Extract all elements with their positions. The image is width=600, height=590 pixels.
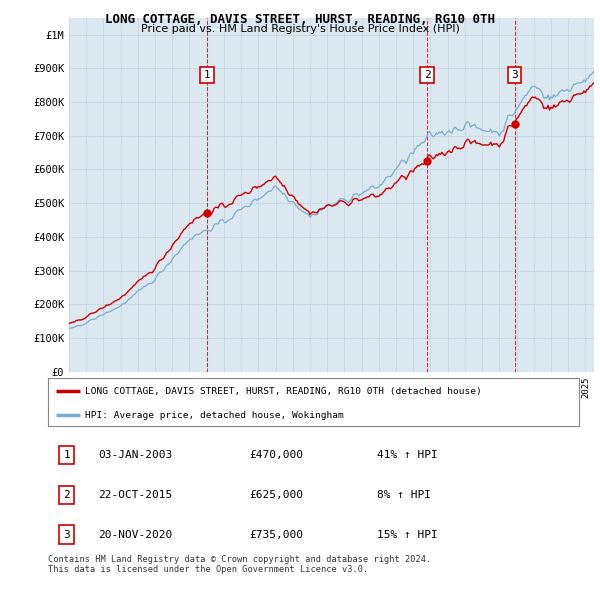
Text: LONG COTTAGE, DAVIS STREET, HURST, READING, RG10 0TH: LONG COTTAGE, DAVIS STREET, HURST, READI…	[105, 13, 495, 26]
Text: 8% ↑ HPI: 8% ↑ HPI	[377, 490, 431, 500]
Text: Contains HM Land Registry data © Crown copyright and database right 2024.
This d: Contains HM Land Registry data © Crown c…	[48, 555, 431, 574]
Text: LONG COTTAGE, DAVIS STREET, HURST, READING, RG10 0TH (detached house): LONG COTTAGE, DAVIS STREET, HURST, READI…	[85, 386, 482, 396]
Text: £625,000: £625,000	[250, 490, 304, 500]
Text: 2: 2	[63, 490, 70, 500]
Text: 22-OCT-2015: 22-OCT-2015	[98, 490, 173, 500]
Text: 1: 1	[203, 70, 210, 80]
Text: 3: 3	[63, 530, 70, 540]
Text: 41% ↑ HPI: 41% ↑ HPI	[377, 450, 438, 460]
Text: 15% ↑ HPI: 15% ↑ HPI	[377, 530, 438, 540]
Text: 03-JAN-2003: 03-JAN-2003	[98, 450, 173, 460]
Text: HPI: Average price, detached house, Wokingham: HPI: Average price, detached house, Woki…	[85, 411, 344, 420]
Text: 20-NOV-2020: 20-NOV-2020	[98, 530, 173, 540]
Text: 1: 1	[63, 450, 70, 460]
Text: 2: 2	[424, 70, 431, 80]
Text: 3: 3	[511, 70, 518, 80]
Text: £470,000: £470,000	[250, 450, 304, 460]
Text: £735,000: £735,000	[250, 530, 304, 540]
Text: Price paid vs. HM Land Registry's House Price Index (HPI): Price paid vs. HM Land Registry's House …	[140, 24, 460, 34]
